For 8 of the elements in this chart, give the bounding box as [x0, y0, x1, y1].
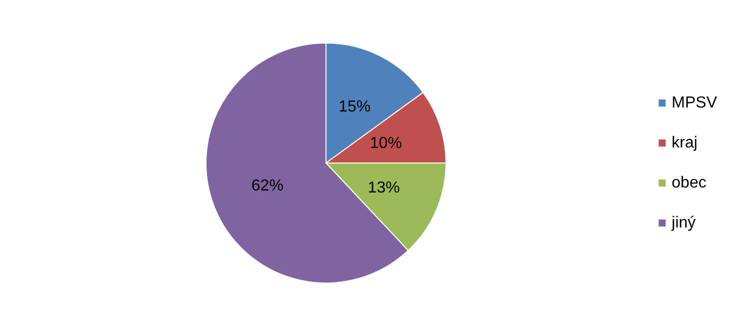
data-label: 13%	[368, 180, 400, 197]
legend-label: obec	[672, 174, 706, 192]
legend-label: jiný	[670, 214, 696, 232]
legend-label: MPSV	[672, 94, 718, 112]
legend-label: kraj	[672, 134, 698, 152]
data-label: 10%	[370, 135, 402, 152]
data-label: 15%	[338, 98, 371, 116]
data-label: 62%	[251, 178, 284, 195]
